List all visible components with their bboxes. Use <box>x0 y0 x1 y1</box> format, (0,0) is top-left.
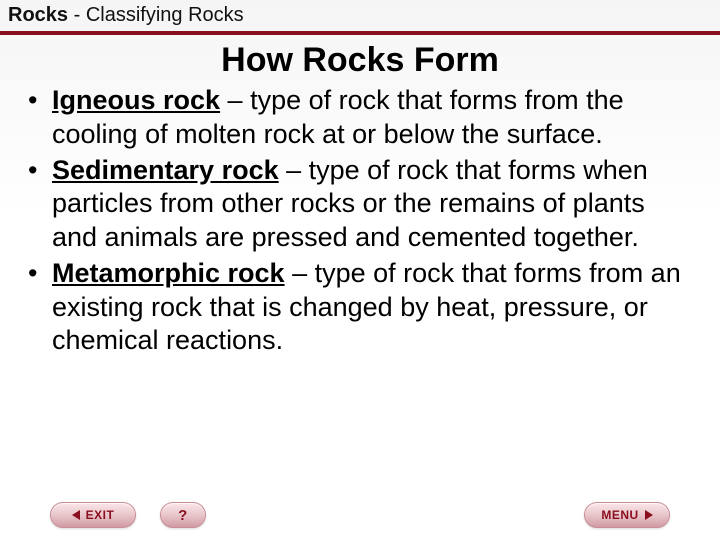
question-icon: ? <box>178 507 188 524</box>
bullet-item: Metamorphic rock – type of rock that for… <box>24 257 696 358</box>
exit-button[interactable]: EXIT <box>50 502 136 528</box>
arrow-left-icon <box>72 510 80 520</box>
slide-title: How Rocks Form <box>24 41 696 80</box>
rock-term: Sedimentary rock <box>52 155 279 185</box>
footer-nav: EXIT ? MENU <box>0 496 720 540</box>
bullet-item: Igneous rock – type of rock that forms f… <box>24 84 696 152</box>
content-area: How Rocks Form Igneous rock – type of ro… <box>0 35 720 358</box>
bullet-list: Igneous rock – type of rock that forms f… <box>24 84 696 358</box>
arrow-right-icon <box>645 510 653 520</box>
menu-label: MENU <box>601 508 638 522</box>
rock-term: Metamorphic rock <box>52 258 285 288</box>
help-button[interactable]: ? <box>160 502 206 528</box>
header-separator: - <box>68 4 86 26</box>
bullet-item: Sedimentary rock – type of rock that for… <box>24 154 696 255</box>
header-subtitle: Classifying Rocks <box>86 4 244 26</box>
footer-left-group: EXIT ? <box>50 502 206 528</box>
header-topic: Rocks <box>8 4 68 26</box>
header-text: Rocks - Classifying Rocks <box>8 4 712 27</box>
rock-term: Igneous rock <box>52 85 220 115</box>
menu-button[interactable]: MENU <box>584 502 670 528</box>
exit-label: EXIT <box>86 508 115 522</box>
header-band: Rocks - Classifying Rocks <box>0 0 720 29</box>
